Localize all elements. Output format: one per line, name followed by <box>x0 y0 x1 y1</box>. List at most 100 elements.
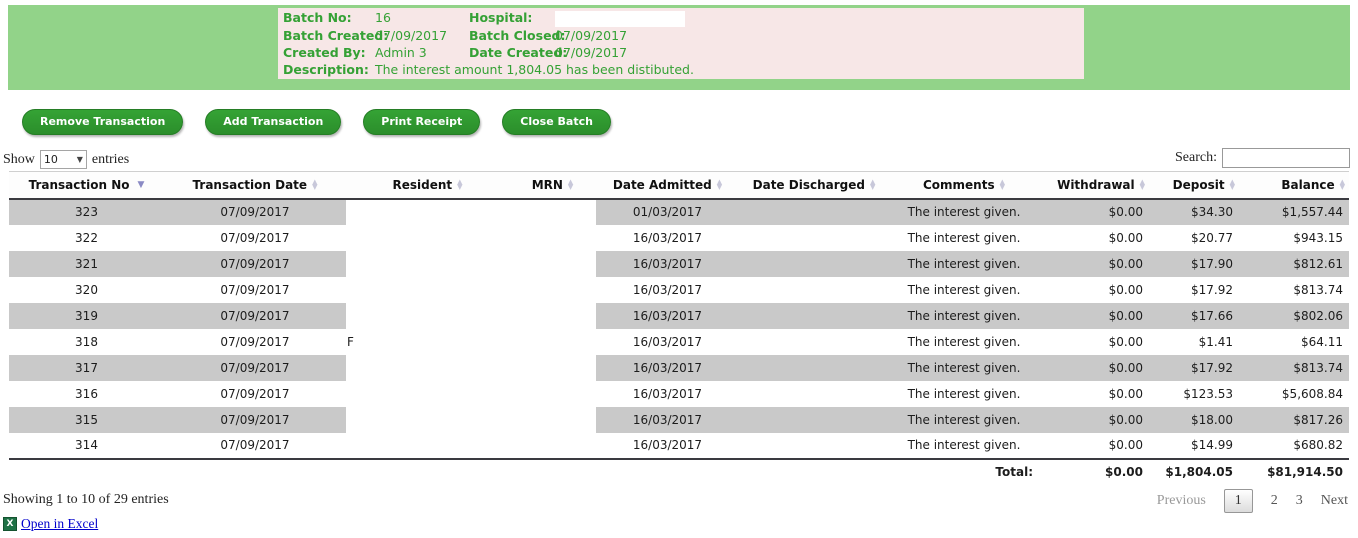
batch-info-panel: Batch No: 16 Hospital: Batch Created: 07… <box>278 8 1084 79</box>
cell-date-admitted: 16/03/2017 <box>632 282 703 297</box>
column-header-withdrawal[interactable]: Withdrawal ▲ ▼ <box>1039 171 1149 200</box>
remove-transaction-button[interactable]: Remove Transaction <box>22 109 184 135</box>
cell-deposit: $123.53 <box>1183 386 1233 401</box>
cell-resident <box>346 198 509 225</box>
cell-transaction-date: 07/09/2017 <box>220 334 290 349</box>
column-header-resident[interactable]: Resident ▲ ▼ <box>346 171 509 200</box>
batch-created-label: Batch Created: <box>283 27 389 43</box>
cell-date-discharged <box>739 381 889 407</box>
close-batch-button[interactable]: Close Batch <box>502 109 611 135</box>
cell-transaction-no: 314 <box>9 432 164 460</box>
batch-no-value: 16 <box>375 10 391 25</box>
column-header-comments[interactable]: Comments ▲ ▼ <box>889 171 1039 200</box>
column-header-date-discharged[interactable]: Date Discharged ▲ ▼ <box>739 171 889 200</box>
column-header-transaction-date[interactable]: Transaction Date ▲ ▼ <box>164 171 346 200</box>
sort-both-icon: ▲ ▼ <box>1229 178 1235 192</box>
add-transaction-button[interactable]: Add Transaction <box>205 109 342 135</box>
search-control: Search: <box>1175 148 1350 168</box>
total-label: Total: <box>995 465 1033 479</box>
entries-select-value: 10 <box>43 153 58 166</box>
table-row[interactable]: 320 07/09/2017 16/03/2017 The interest g… <box>9 276 1349 303</box>
cell-mrn <box>509 432 596 460</box>
print-receipt-button[interactable]: Print Receipt <box>363 109 481 135</box>
cell-date-discharged <box>739 250 889 277</box>
pagination: Previous 1 2 3 Next <box>1157 489 1348 513</box>
cell-balance: $813.74 <box>1293 282 1343 297</box>
table-row[interactable]: 315 07/09/2017 16/03/2017 The interest g… <box>9 406 1349 433</box>
table-row[interactable]: 321 07/09/2017 16/03/2017 The interest g… <box>9 250 1349 277</box>
table-row[interactable]: 322 07/09/2017 16/03/2017 The interest g… <box>9 224 1349 251</box>
cell-transaction-date: 07/09/2017 <box>220 282 290 297</box>
cell-transaction-date: 07/09/2017 <box>220 386 290 401</box>
table-row[interactable]: 317 07/09/2017 16/03/2017 The interest g… <box>9 354 1349 381</box>
cell-resident: F <box>346 328 509 355</box>
cell-mrn <box>509 198 596 225</box>
column-header-mrn[interactable]: MRN ▲ ▼ <box>509 171 596 200</box>
batch-no-label: Batch No: <box>283 10 352 25</box>
cell-mrn <box>509 250 596 277</box>
open-in-excel-link[interactable]: Open in Excel <box>21 516 99 531</box>
cell-date-admitted: 01/03/2017 <box>596 198 739 225</box>
cell-withdrawal: $0.00 <box>1039 354 1149 381</box>
cell-date-discharged <box>739 198 889 225</box>
total-deposit: $1,804.05 <box>1165 465 1233 479</box>
table-row[interactable]: 319 07/09/2017 16/03/2017 The interest g… <box>9 302 1349 329</box>
column-header-transaction-no[interactable]: Transaction No ▼ <box>9 171 164 200</box>
cell-transaction-no: 317 <box>9 354 164 381</box>
cell-deposit: $17.92 <box>1149 354 1239 381</box>
cell-resident <box>346 250 509 277</box>
sort-desc-icon: ▼ <box>137 180 145 191</box>
cell-resident <box>346 354 509 381</box>
page-1-button[interactable]: 1 <box>1223 489 1253 513</box>
cell-transaction-no: 323 <box>9 198 164 225</box>
show-entries-control: Show 10 ▼ entries <box>3 150 129 169</box>
cell-date-discharged <box>739 432 889 460</box>
sort-both-icon: ▲ ▼ <box>869 178 876 192</box>
table-row[interactable]: 318 07/09/2017 F 16/03/2017 The interest… <box>9 328 1349 355</box>
table-header-row: Transaction No ▼ Transaction Date ▲ ▼ Resid… <box>9 171 1349 200</box>
table-row[interactable]: 323 07/09/2017 01/03/2017 The interest g… <box>9 198 1349 225</box>
column-header-balance[interactable]: Balance ▲ ▼ <box>1239 171 1349 200</box>
transactions-table: Transaction No ▼ Transaction Date ▲ ▼ Resid… <box>9 171 1349 485</box>
search-input[interactable] <box>1222 148 1350 168</box>
cell-withdrawal: $0.00 <box>1108 282 1143 297</box>
cell-deposit: $20.77 <box>1191 230 1233 245</box>
cell-withdrawal: $0.00 <box>1108 334 1143 349</box>
cell-transaction-no: 318 <box>75 334 98 349</box>
cell-transaction-date: 07/09/2017 <box>164 432 346 460</box>
created-by-value: Admin 3 <box>375 44 427 60</box>
cell-withdrawal: $0.00 <box>1039 250 1149 277</box>
cell-date-discharged <box>739 329 889 355</box>
next-button[interactable]: Next <box>1320 493 1348 508</box>
description-value: The interest amount 1,804.05 has been di… <box>375 61 694 77</box>
cell-transaction-no: 321 <box>9 250 164 277</box>
cell-comments: The interest given. <box>907 282 1021 297</box>
cell-balance: $812.61 <box>1239 250 1349 277</box>
column-header-deposit[interactable]: Deposit ▲ ▼ <box>1149 171 1239 200</box>
cell-mrn <box>509 328 596 355</box>
cell-balance: $64.11 <box>1301 334 1343 349</box>
previous-button[interactable]: Previous <box>1156 493 1206 508</box>
page-2-button[interactable]: 2 <box>1270 493 1278 508</box>
cell-deposit: $18.00 <box>1149 406 1239 433</box>
cell-balance: $680.82 <box>1239 432 1349 460</box>
chevron-down-icon: ▼ <box>76 155 83 164</box>
cell-transaction-no: 319 <box>9 302 164 329</box>
hospital-value-redacted <box>555 10 685 27</box>
column-header-date-admitted[interactable]: Date Admitted ▲ ▼ <box>596 171 739 200</box>
cell-transaction-date: 07/09/2017 <box>220 230 290 245</box>
cell-resident <box>346 406 509 433</box>
toolbar: Remove Transaction Add Transaction Print… <box>22 109 611 135</box>
cell-date-admitted: 16/03/2017 <box>632 386 703 401</box>
date-created-value: 07/09/2017 <box>555 44 628 60</box>
table-row[interactable]: 314 07/09/2017 16/03/2017 The interest g… <box>9 432 1349 460</box>
cell-comments: The interest given. <box>889 302 1039 329</box>
page-3-button[interactable]: 3 <box>1295 493 1303 508</box>
cell-balance: $1,557.44 <box>1239 198 1349 225</box>
batch-created-value: 07/09/2017 <box>375 27 448 43</box>
header-band: Batch No: 16 Hospital: Batch Created: 07… <box>8 5 1350 90</box>
cell-resident <box>346 276 509 303</box>
entries-select[interactable]: 10 ▼ <box>39 150 87 169</box>
table-row[interactable]: 316 07/09/2017 16/03/2017 The interest g… <box>9 380 1349 407</box>
cell-withdrawal: $0.00 <box>1039 432 1149 460</box>
